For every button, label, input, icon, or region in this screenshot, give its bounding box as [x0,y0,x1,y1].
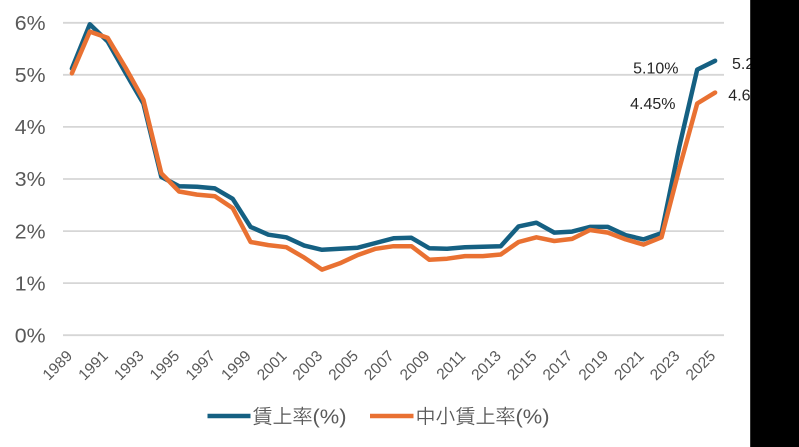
svg-text:1%: 1% [15,273,46,295]
svg-text:(%): (%) [516,407,550,429]
svg-text:5.10%: 5.10% [633,61,678,78]
svg-text:6%: 6% [15,13,46,35]
svg-text:2%: 2% [15,221,46,243]
svg-text:4%: 4% [15,117,46,139]
svg-text:5%: 5% [15,65,46,87]
svg-text:3%: 3% [15,169,46,191]
svg-text:4.45%: 4.45% [630,96,675,113]
svg-text:(%): (%) [313,407,347,429]
svg-text:0%: 0% [15,325,46,347]
